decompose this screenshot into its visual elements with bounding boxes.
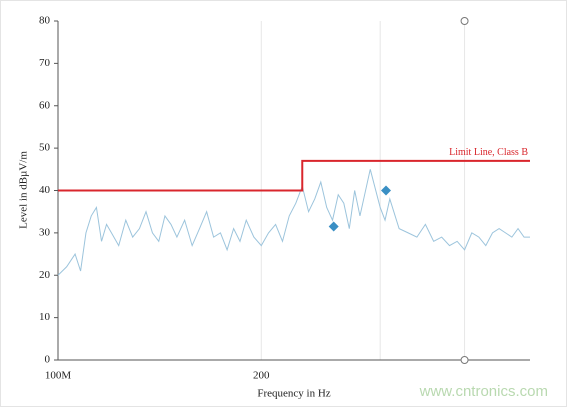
- y-tick-label: 50: [39, 142, 51, 154]
- cursor-marker: [460, 356, 469, 364]
- watermark: www.cntronics.com: [419, 383, 548, 400]
- cursor-marker: [460, 17, 469, 25]
- y-tick-label: 30: [39, 226, 51, 238]
- series-label: Limit Line, Class B: [449, 147, 528, 158]
- y-tick-label: 80: [39, 15, 51, 27]
- y-tick-label: 70: [39, 57, 51, 69]
- y-axis-label: Level in dBµV/m: [18, 151, 30, 229]
- x-axis-label: Frequency in Hz: [257, 388, 330, 400]
- y-tick-label: 0: [45, 354, 51, 366]
- y-tick-label: 60: [39, 99, 51, 111]
- y-tick-label: 20: [39, 269, 51, 281]
- x-tick-label: 200: [253, 370, 270, 382]
- series-line: [57, 169, 530, 276]
- x-tick-label: 100M: [45, 370, 72, 382]
- marker: [328, 221, 339, 232]
- marker: [380, 185, 391, 196]
- y-tick-label: 10: [39, 311, 51, 323]
- series-line: [58, 159, 530, 192]
- y-tick-label: 40: [39, 184, 51, 196]
